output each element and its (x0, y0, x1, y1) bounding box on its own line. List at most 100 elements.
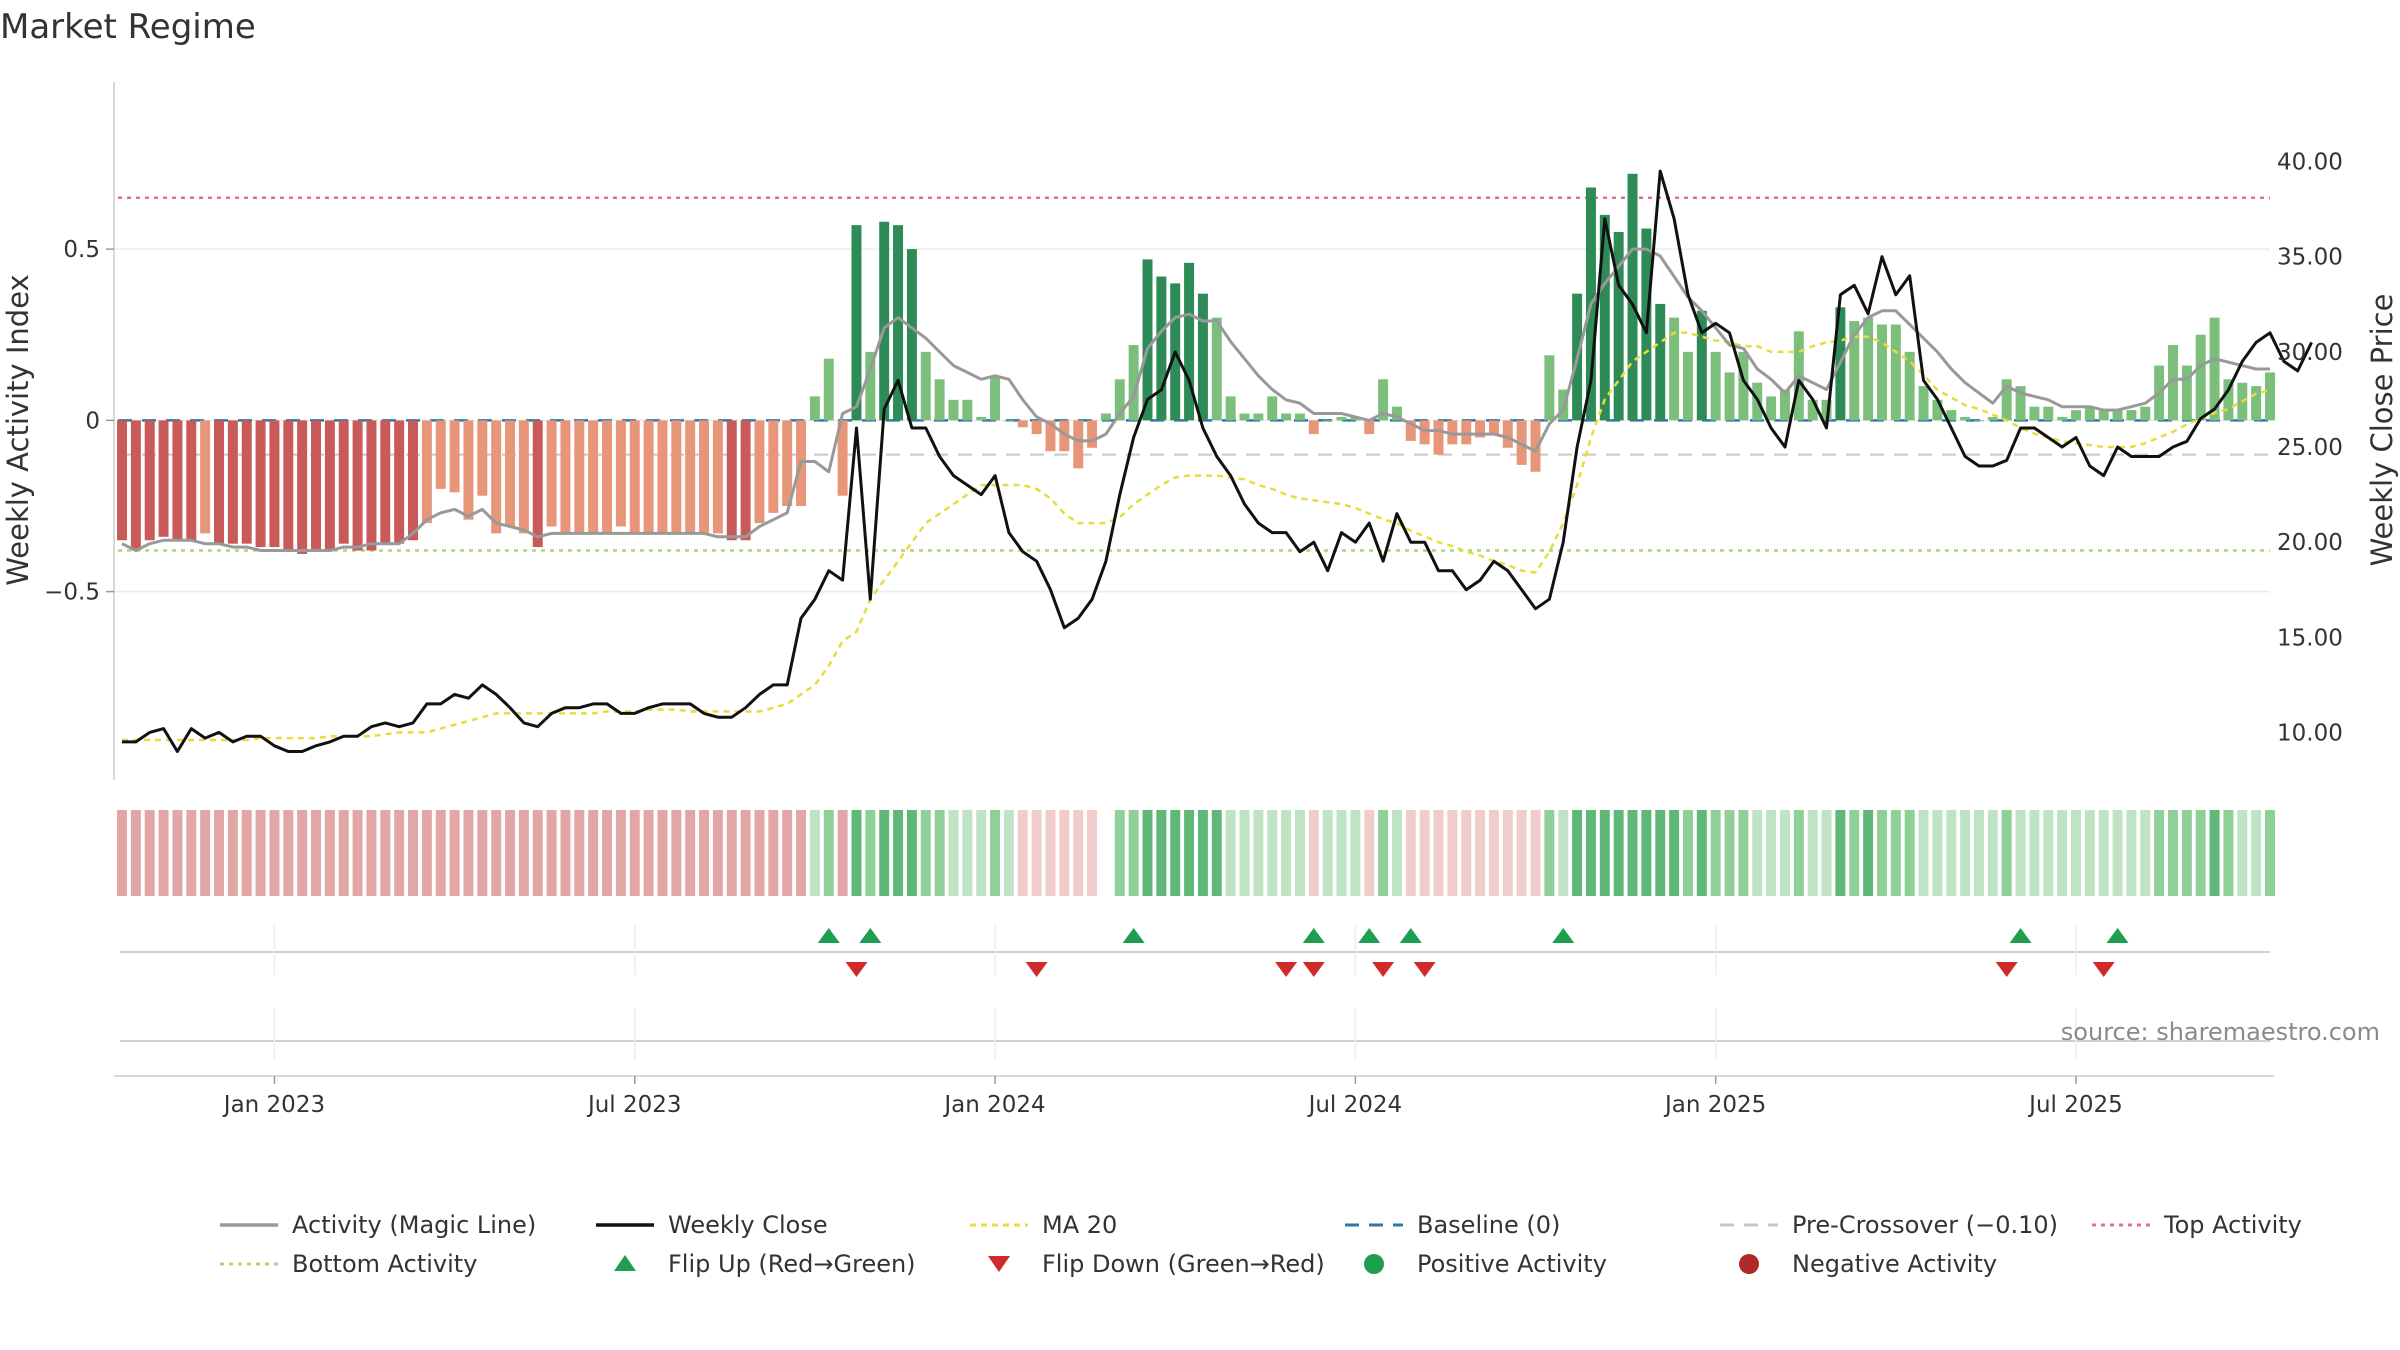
regime-cell (227, 810, 238, 896)
y-left-tick-label: −0.5 (44, 580, 100, 606)
activity-bar (283, 420, 294, 551)
activity-bar (1073, 420, 1084, 469)
regime-cell (2237, 810, 2248, 896)
regime-cell (893, 810, 904, 896)
activity-bar (214, 420, 224, 544)
legend-label: Flip Up (Red→Green) (668, 1250, 916, 1278)
activity-bar (1669, 317, 1680, 421)
regime-cell (768, 810, 779, 896)
activity-bar (1294, 413, 1305, 421)
chart-title: Market Regime (0, 7, 256, 47)
activity-bar (518, 420, 529, 534)
regime-cell (1128, 810, 1139, 896)
regime-cell (782, 810, 793, 896)
regime-cell (671, 810, 682, 896)
regime-cell (906, 810, 917, 896)
regime-cell (1350, 810, 1361, 896)
activity-bar (421, 420, 432, 524)
regime-cell (1696, 810, 1707, 896)
activity-bar (1544, 355, 1555, 421)
flip-down-marker (845, 962, 868, 977)
activity-bar (754, 420, 765, 524)
regime-cell (2251, 810, 2262, 896)
activity-bar (851, 225, 862, 421)
y-right-tick-label: 20.00 (2277, 530, 2343, 556)
flip-down-marker (1995, 962, 2018, 977)
activity-bar (740, 420, 751, 541)
x-tick-label: Jan 2023 (222, 1092, 325, 1118)
activity-bar (1987, 416, 1998, 421)
regime-cell (311, 810, 322, 896)
regime-cell (657, 810, 668, 896)
weekly-close-line (122, 169, 2313, 753)
activity-bar (2140, 406, 2151, 421)
activity-bar (1031, 420, 1042, 435)
regime-cell (1863, 810, 1874, 896)
activity-bar (1599, 214, 1610, 421)
activity-bar (588, 420, 599, 534)
legend-label: Flip Down (Green→Red) (1042, 1250, 1325, 1278)
regime-cell (1669, 810, 1680, 896)
activity-bar (117, 420, 127, 541)
activity-bar (2043, 406, 2054, 421)
regime-cell (1142, 810, 1153, 896)
activity-bar (879, 221, 890, 421)
regime-cell (726, 810, 737, 896)
activity-bar (1710, 351, 1721, 421)
regime-cell (1308, 810, 1319, 896)
activity-bar (1655, 303, 1666, 421)
activity-bar (1253, 413, 1264, 421)
regime-cell (324, 810, 335, 896)
flip-down-marker (1413, 962, 1436, 977)
activity-bar (2029, 406, 2040, 421)
activity-bar (366, 420, 377, 551)
regime-cell (2029, 810, 2040, 896)
regime-cell (574, 810, 585, 896)
activity-bar (2070, 410, 2081, 421)
y-right-tick-label: 25.00 (2277, 435, 2343, 461)
regime-cell (809, 810, 820, 896)
activity-bar (338, 420, 349, 544)
regime-cell (629, 810, 640, 896)
regime-cell (2154, 810, 2165, 896)
activity-bar (574, 420, 585, 534)
activity-bar (158, 420, 169, 537)
regime-cell (1184, 810, 1195, 896)
activity-bar (1114, 379, 1125, 421)
regime-cell (352, 810, 363, 896)
regime-cell (2181, 810, 2192, 896)
activity-bar (1308, 420, 1319, 435)
regime-cell (117, 810, 127, 896)
regime-cell (1211, 810, 1222, 896)
regime-cell (1391, 810, 1402, 896)
regime-cell (2015, 810, 2026, 896)
regime-cell (1502, 810, 1513, 896)
legend-negative-dot (1739, 1254, 1759, 1274)
activity-bar (1391, 406, 1402, 421)
x-tick-label: Jul 2025 (2027, 1092, 2123, 1118)
activity-bar (255, 420, 266, 548)
regime-cell (2070, 810, 2081, 896)
activity-bar (1613, 232, 1624, 421)
legend-label: Baseline (0) (1417, 1211, 1560, 1239)
activity-bar (809, 396, 820, 421)
activity-bar (768, 420, 779, 513)
regime-cell (1475, 810, 1486, 896)
regime-cell (2084, 810, 2095, 896)
flip-up-marker (1399, 928, 1422, 943)
activity-bar (394, 420, 405, 544)
regime-cell (1641, 810, 1652, 896)
regime-cell (518, 810, 529, 896)
activity-bar (505, 420, 516, 527)
activity-bar (657, 420, 668, 534)
activity-bar (699, 420, 710, 534)
activity-bar (297, 420, 308, 554)
regime-cell (1114, 810, 1125, 896)
activity-bar (602, 420, 613, 534)
regime-cell (1239, 810, 1250, 896)
regime-cell (712, 810, 723, 896)
regime-strip (117, 810, 2275, 896)
regime-cell (1655, 810, 1666, 896)
activity-bar (1890, 324, 1901, 421)
regime-cell (1904, 810, 1915, 896)
